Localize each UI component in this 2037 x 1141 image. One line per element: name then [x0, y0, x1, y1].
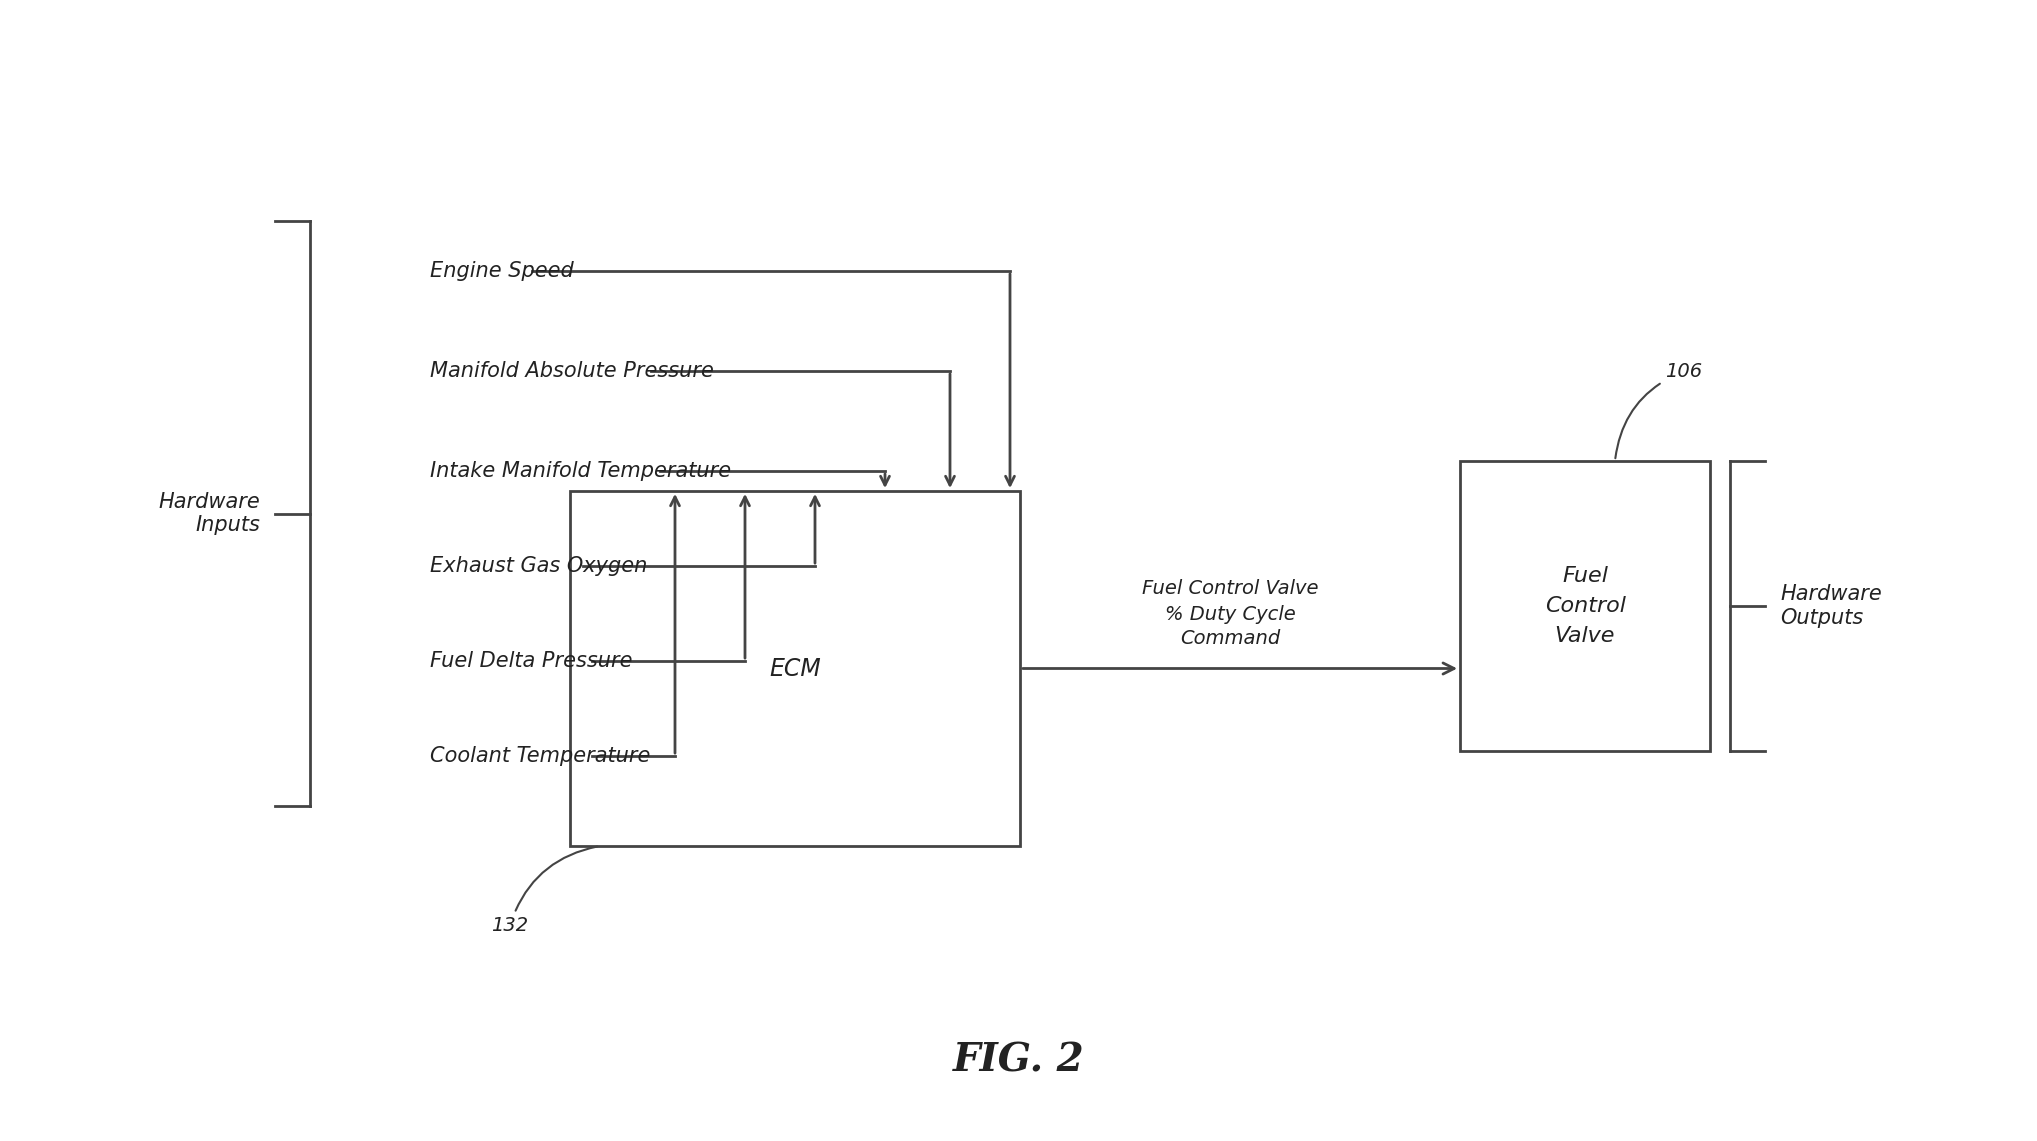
Text: Manifold Absolute Pressure: Manifold Absolute Pressure [430, 361, 713, 381]
Text: Hardware
Outputs: Hardware Outputs [1780, 584, 1882, 628]
Text: Coolant Temperature: Coolant Temperature [430, 746, 650, 766]
Text: Fuel
Control
Valve: Fuel Control Valve [1544, 566, 1626, 646]
Text: 132: 132 [491, 847, 597, 934]
Text: 106: 106 [1615, 362, 1703, 459]
Text: Hardware
Inputs: Hardware Inputs [159, 492, 261, 535]
Text: ECM: ECM [770, 656, 821, 680]
Text: Exhaust Gas Oxygen: Exhaust Gas Oxygen [430, 556, 648, 576]
Text: FIG. 2: FIG. 2 [953, 1042, 1084, 1081]
Bar [570, 491, 1021, 845]
Text: Intake Manifold Temperature: Intake Manifold Temperature [430, 461, 731, 482]
Text: Fuel Control Valve
% Duty Cycle
Command: Fuel Control Valve % Duty Cycle Command [1143, 580, 1318, 648]
Text: Fuel Delta Pressure: Fuel Delta Pressure [430, 652, 634, 671]
Text: Engine Speed: Engine Speed [430, 261, 574, 281]
Bar [1461, 461, 1709, 751]
